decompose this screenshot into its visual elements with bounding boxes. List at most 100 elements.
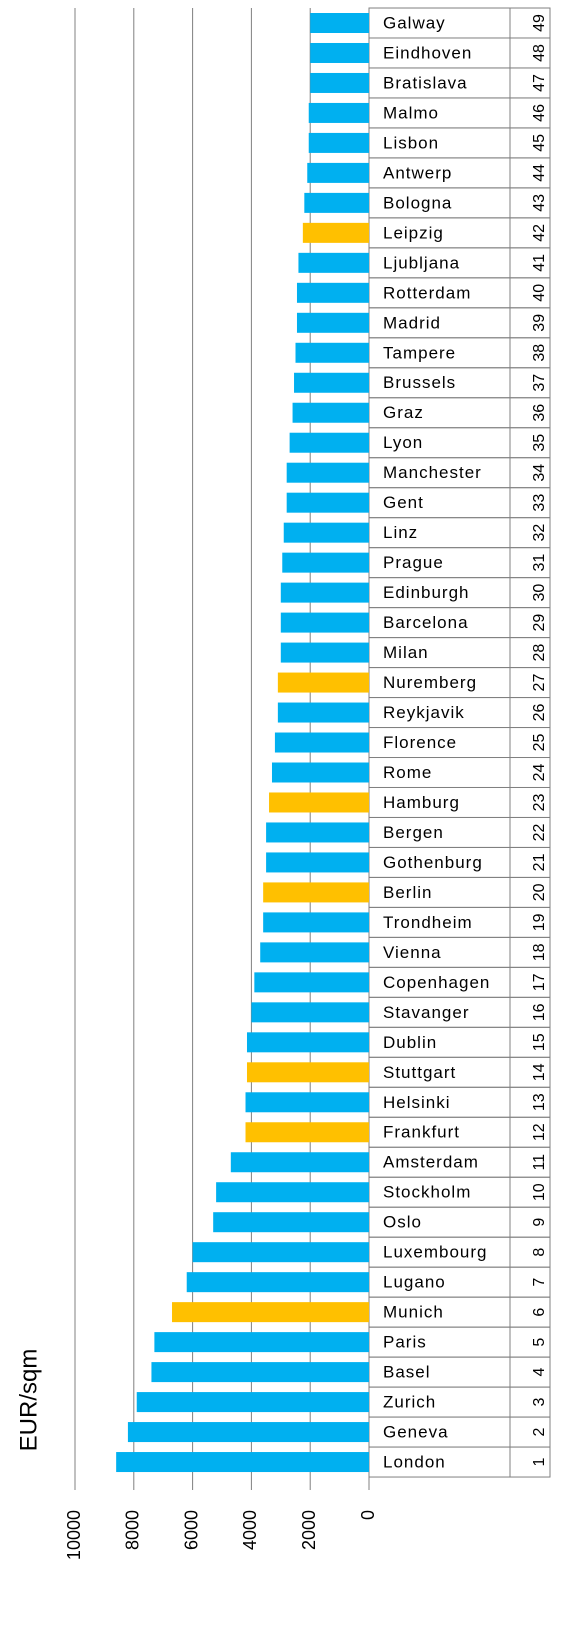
rank-label: 33 <box>531 494 548 512</box>
bar <box>280 612 369 633</box>
category-label: Brussels <box>383 373 456 392</box>
bar <box>263 882 369 903</box>
rank-label: 19 <box>531 913 548 931</box>
rank-label: 49 <box>531 14 548 32</box>
bar <box>230 1152 369 1173</box>
bar <box>192 1242 369 1263</box>
bar <box>277 672 369 693</box>
rank-label: 10 <box>531 1183 548 1201</box>
bar <box>298 252 369 273</box>
x-tick-label: 10000 <box>64 1510 84 1560</box>
rank-label: 24 <box>531 764 548 782</box>
bar <box>277 702 369 723</box>
category-label: Leipzig <box>383 223 444 242</box>
bar <box>294 372 369 393</box>
category-label: Antwerp <box>383 163 452 182</box>
rank-label: 44 <box>531 164 548 182</box>
bar <box>186 1272 369 1293</box>
bar <box>296 282 369 303</box>
rank-label: 26 <box>531 704 548 722</box>
bar <box>254 972 369 993</box>
bar <box>304 192 369 213</box>
category-label: Oslo <box>383 1213 422 1232</box>
category-label: Tampere <box>383 343 456 362</box>
rank-label: 34 <box>531 464 548 482</box>
rank-label: 30 <box>531 584 548 602</box>
x-tick-label: 2000 <box>299 1510 319 1550</box>
category-label: Bratislava <box>383 73 468 92</box>
bar <box>310 72 369 93</box>
category-label: Zurich <box>383 1393 436 1412</box>
bar <box>289 432 369 453</box>
bar <box>292 402 369 423</box>
rank-label: 45 <box>531 134 548 152</box>
bar <box>263 912 369 933</box>
x-tick-label: 8000 <box>123 1510 143 1550</box>
category-label: Manchester <box>383 463 482 482</box>
rank-label: 40 <box>531 284 548 302</box>
category-label: Vienna <box>383 943 442 962</box>
rank-label: 23 <box>531 793 548 811</box>
rank-label: 14 <box>531 1063 548 1081</box>
category-label: Gothenburg <box>383 853 483 872</box>
rank-label: 6 <box>531 1308 548 1317</box>
category-label: Basel <box>383 1363 431 1382</box>
category-label: Amsterdam <box>383 1153 479 1172</box>
x-tick-label: 4000 <box>240 1510 260 1550</box>
category-label: Stockholm <box>383 1183 471 1202</box>
category-label: Dublin <box>383 1033 437 1052</box>
bar <box>266 822 369 843</box>
bar <box>308 102 369 123</box>
bar <box>283 522 369 543</box>
bar <box>245 1092 369 1113</box>
category-label: Stavanger <box>383 1003 470 1022</box>
category-label: Lyon <box>383 433 423 452</box>
rank-label: 43 <box>531 194 548 212</box>
rank-label: 8 <box>531 1248 548 1257</box>
rank-label: 21 <box>531 853 548 871</box>
category-label: Edinburgh <box>383 583 470 602</box>
category-label: Munich <box>383 1303 444 1322</box>
category-label: Bologna <box>383 193 452 212</box>
category-label: Reykjavik <box>383 703 465 722</box>
x-tick-label: 0 <box>358 1510 378 1520</box>
category-label: Ljubljana <box>383 253 460 272</box>
category-label: Milan <box>383 643 429 662</box>
bar <box>280 582 369 603</box>
category-label: Rotterdam <box>383 283 471 302</box>
category-label: Berlin <box>383 883 432 902</box>
bar <box>282 552 369 573</box>
rank-label: 32 <box>531 524 548 542</box>
category-label: Linz <box>383 523 418 542</box>
category-label: Malmo <box>383 103 439 122</box>
rank-label: 46 <box>531 104 548 122</box>
bar <box>280 642 369 663</box>
bar <box>151 1362 369 1383</box>
category-label: Nuremberg <box>383 673 477 692</box>
rank-label: 2 <box>531 1428 548 1437</box>
category-label: Paris <box>383 1333 427 1352</box>
category-label: Frankfurt <box>383 1123 460 1142</box>
rank-label: 31 <box>531 554 548 572</box>
category-label: Graz <box>383 403 424 422</box>
bar <box>308 132 369 153</box>
bar <box>286 492 369 513</box>
bar <box>127 1422 369 1443</box>
rank-label: 25 <box>531 734 548 752</box>
rank-label: 15 <box>531 1033 548 1051</box>
category-label: Bergen <box>383 823 444 842</box>
category-label: Stuttgart <box>383 1063 456 1082</box>
bar <box>260 942 369 963</box>
category-label: Galway <box>383 13 446 32</box>
bar <box>296 312 369 333</box>
rank-label: 39 <box>531 314 548 332</box>
bar <box>302 222 369 243</box>
rank-label: 4 <box>531 1368 548 1377</box>
category-label: Florence <box>383 733 457 752</box>
rank-label: 5 <box>531 1338 548 1347</box>
category-label: Copenhagen <box>383 973 490 992</box>
rank-label: 12 <box>531 1123 548 1141</box>
category-label: Trondheim <box>383 913 473 932</box>
rank-label: 9 <box>531 1218 548 1227</box>
